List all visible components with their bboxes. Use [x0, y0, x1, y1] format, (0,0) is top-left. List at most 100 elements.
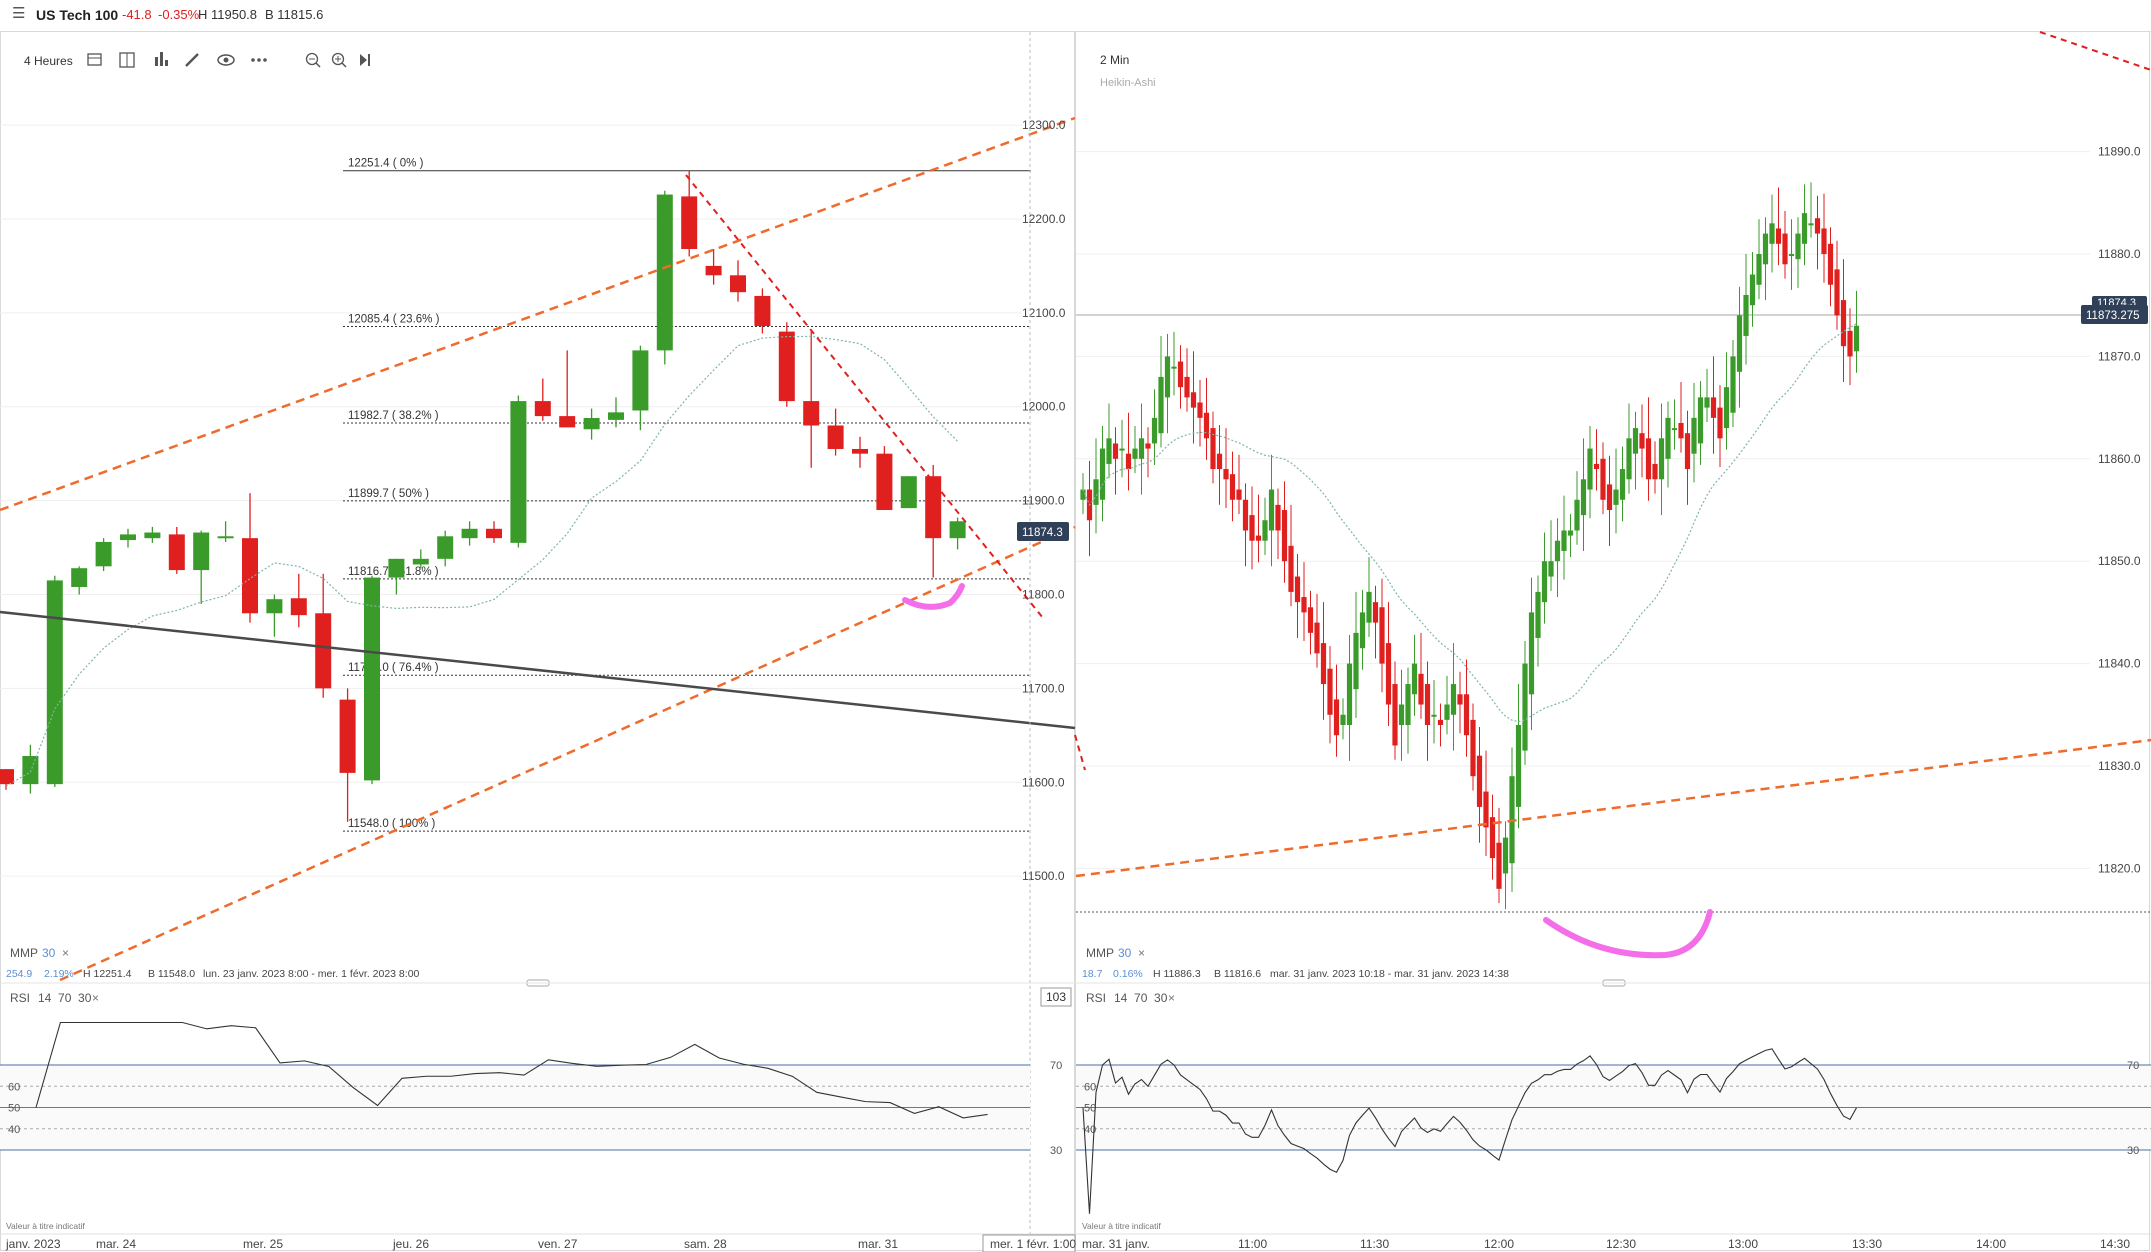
candle-body — [1314, 622, 1320, 654]
candle-body — [1158, 376, 1164, 434]
lower-channel-trendline[interactable] — [59, 525, 1076, 982]
candle-body — [1684, 433, 1691, 470]
right-drawings[interactable] — [1075, 31, 2151, 959]
descending-trendline-continuation[interactable] — [2039, 31, 2151, 71]
candle-body — [290, 598, 307, 616]
support-trendline[interactable] — [0, 610, 1076, 730]
candle-body — [754, 295, 771, 326]
candle-body — [1717, 407, 1723, 439]
ascending-trendline[interactable] — [1075, 738, 2151, 878]
candle-body — [827, 425, 844, 449]
right-rsi-pane: 70 60 50 40 30 — [1076, 1048, 2151, 1214]
candle-body — [1613, 489, 1619, 505]
right-current-price-tag: 11874.3 11873.275 — [2081, 296, 2148, 324]
close-icon[interactable]: × — [62, 946, 69, 960]
candle-body — [1151, 417, 1158, 444]
timeframe-selector[interactable]: 4 Heures — [24, 54, 73, 68]
candle-body — [900, 476, 917, 509]
candle-body — [1769, 223, 1775, 244]
right-moving-average — [1082, 323, 1857, 723]
bid-price: B 11815.6 — [265, 7, 324, 22]
right-timeframe-selector[interactable]: 2 Min — [1100, 53, 1129, 67]
draw-pencil-icon[interactable] — [185, 53, 199, 67]
time-tick-label: 14:30 — [2100, 1237, 2130, 1251]
time-tick-label: 13:30 — [1852, 1237, 1882, 1251]
rsi-tick-label: 60 — [1084, 1081, 1096, 1093]
candle-body — [1203, 412, 1210, 439]
candle-body — [1600, 458, 1606, 500]
rsi-indicator-params[interactable]: 14 70 30 — [1114, 991, 1168, 1005]
ohlc-change-pct: 0.16% — [1113, 968, 1143, 980]
candle-body — [1405, 684, 1411, 725]
right-rsi-label: RSI 14 70 30 × — [1086, 991, 1175, 1005]
candle-body — [1216, 453, 1223, 470]
candle-body — [1450, 684, 1457, 715]
candle-body — [1476, 755, 1483, 807]
chart-type-icon[interactable] — [155, 52, 168, 66]
candle-body — [1288, 545, 1294, 592]
hand-drawn-highlight[interactable] — [902, 583, 965, 610]
candle-body — [1333, 699, 1340, 736]
rsi-indicator-params[interactable]: 14 70 30 — [38, 991, 92, 1005]
candle-body — [1457, 694, 1463, 705]
price-change: -41.8 — [122, 7, 152, 22]
candle-body — [1775, 228, 1782, 244]
fib-level-label: 11714.0 ( 76.4% ) — [348, 662, 439, 674]
chart-style-label: Heikin-Ashi — [1100, 77, 1156, 89]
time-tick-label: ven. 27 — [538, 1237, 578, 1251]
close-icon[interactable]: × — [1168, 991, 1175, 1005]
right-time-axis: mar. 31 janv. 11:00 11:30 12:00 12:30 13:00 13… — [1082, 1237, 2130, 1251]
instrument-name[interactable]: US Tech 100 — [36, 7, 119, 23]
time-tick-label: janv. 2023 — [5, 1237, 61, 1251]
hand-drawn-highlight[interactable] — [1543, 909, 1713, 959]
candle-body — [1281, 510, 1288, 562]
skip-forward-icon[interactable] — [360, 54, 370, 66]
candle-body — [1106, 438, 1112, 464]
rsi-tick-label: 50 — [1084, 1103, 1096, 1115]
time-tick-label: 11:00 — [1238, 1237, 1267, 1251]
moving-average-line — [1082, 323, 1857, 723]
rsi-tick-label: 70 — [2127, 1060, 2139, 1072]
zoom-out-icon[interactable] — [305, 52, 321, 68]
time-tick-label: mer. 1 févr. 1:00 — [990, 1237, 1076, 1251]
candle-body — [1632, 428, 1639, 454]
candle-body — [925, 476, 942, 539]
eye-icon[interactable] — [217, 54, 235, 66]
candle-body — [1463, 694, 1470, 736]
zoom-in-icon[interactable] — [331, 52, 347, 68]
close-icon[interactable]: × — [92, 991, 99, 1005]
indicative-value-note: Valeur à titre indicatif — [1082, 1221, 1161, 1231]
candle-body — [1210, 428, 1216, 470]
candle-body — [1424, 684, 1431, 725]
calendar-icon[interactable] — [87, 53, 102, 66]
candle-body — [266, 599, 283, 614]
candle-body — [1730, 356, 1736, 413]
candle-body — [193, 532, 210, 571]
rsi-value-badge-box — [1040, 987, 1072, 1007]
left-drawings[interactable] — [0, 116, 1086, 982]
price-tick-label: 11830.0 — [2098, 759, 2141, 773]
ma-indicator-period[interactable]: 30 — [1118, 946, 1132, 960]
ohlc-high: H 12251.4 — [83, 968, 132, 980]
candle-body — [412, 558, 429, 565]
candle-body — [1652, 463, 1658, 480]
candle-body — [1561, 530, 1567, 551]
indicative-value-note: Valeur à titre indicatif — [6, 1221, 85, 1231]
time-tick-label: 13:00 — [1728, 1237, 1758, 1251]
current-price: 11874.3 — [1022, 527, 1063, 539]
candle-body — [1645, 438, 1652, 480]
close-icon[interactable]: × — [1138, 946, 1145, 960]
hamburger-menu-icon[interactable]: ☰ — [12, 5, 26, 22]
more-dots-icon[interactable] — [251, 58, 267, 62]
upper-channel-trendline[interactable] — [0, 116, 1076, 512]
descending-trendline[interactable] — [685, 174, 1044, 619]
candle-body — [1099, 448, 1106, 500]
candle-body — [144, 532, 161, 539]
candle-body — [1840, 300, 1847, 347]
candle-body — [705, 265, 722, 276]
left-rsi-pane: 70 60 50 40 30 — [0, 1021, 1062, 1157]
ma-indicator-period[interactable]: 30 — [42, 946, 56, 960]
candle-body — [242, 538, 258, 614]
candle-body — [22, 755, 39, 785]
layout-icon[interactable] — [119, 52, 135, 68]
